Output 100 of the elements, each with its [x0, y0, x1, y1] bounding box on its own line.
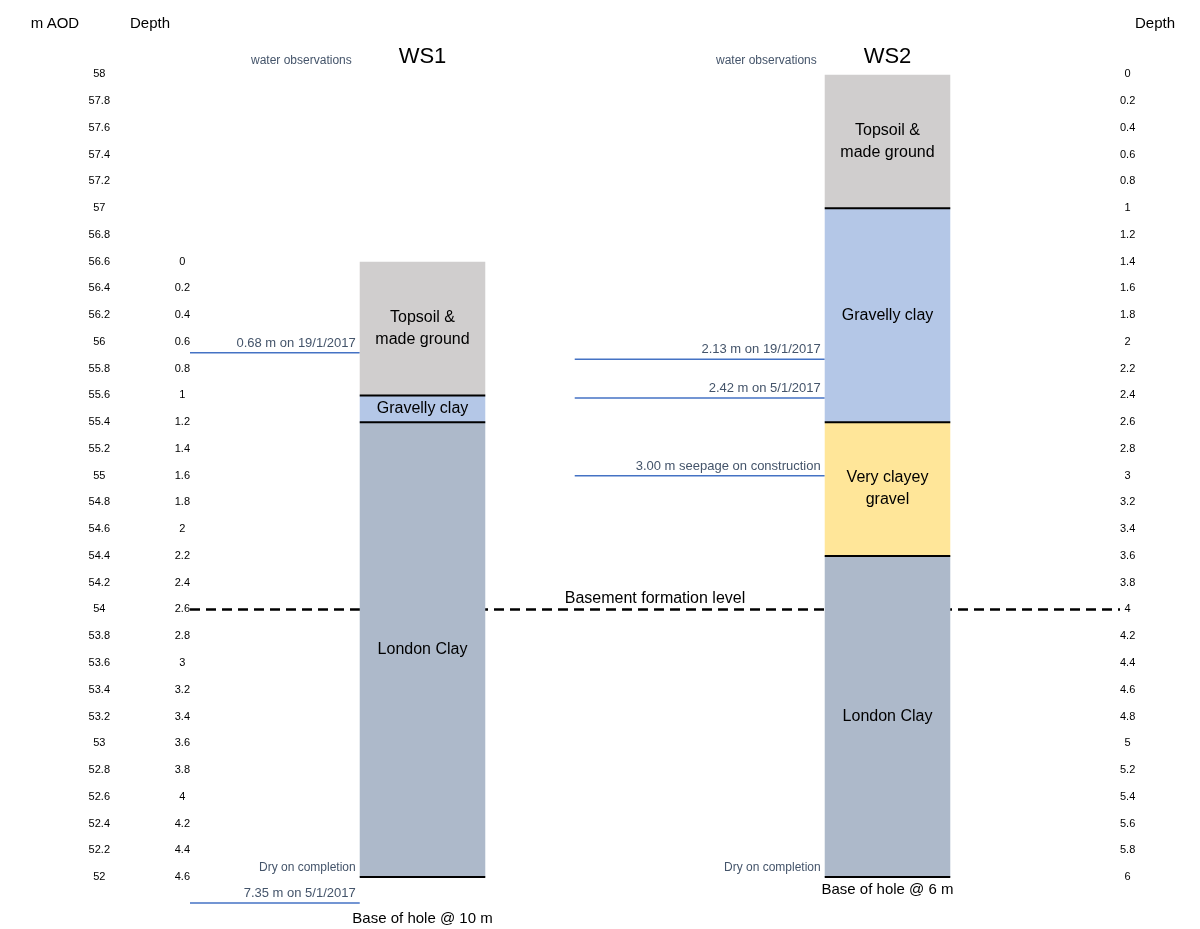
y2-tick-label: 0.6	[174, 334, 190, 347]
y3-tick-label: 5	[1124, 736, 1131, 749]
y3-tick-label: 4.2	[1120, 629, 1136, 642]
y3-tick-label: 1.4	[1120, 254, 1136, 267]
y3-tick-label: 1	[1124, 201, 1131, 214]
y-tick-label: 52.4	[88, 816, 111, 829]
y3-tick-label: 2.2	[1120, 361, 1136, 374]
y3-tick-label: 0	[1124, 67, 1131, 80]
y3-tick-label: 2.4	[1120, 388, 1136, 401]
y2-tick-label: 0.4	[174, 308, 190, 321]
annotation: Dry on completion	[724, 860, 821, 875]
y-tick-label: 58	[93, 67, 106, 80]
y3-tick-label: 1.8	[1120, 308, 1136, 321]
text: water observations	[250, 52, 352, 67]
x-tick-label: WS2	[863, 43, 912, 69]
y2-tick-label: 4	[179, 789, 186, 802]
y3-tick-label: 2	[1124, 334, 1131, 347]
y2-tick-label: 0	[179, 254, 186, 267]
series-label: Topsoil & made ground	[375, 307, 470, 347]
y-tick-label: 54	[93, 602, 106, 615]
text: water observations	[715, 52, 817, 67]
y3-tick-label: 0.8	[1120, 174, 1136, 187]
y-tick-label: 56.4	[88, 281, 111, 294]
bar	[824, 422, 951, 556]
text: London Clay	[842, 706, 933, 724]
y2-tick-label: 3.6	[174, 736, 190, 749]
bar	[824, 74, 951, 209]
ref-line-label: 3.00 m seepage on construction	[635, 457, 821, 473]
text: Base of hole @ 10 m	[352, 908, 493, 926]
y-tick-label: 52.6	[88, 789, 111, 802]
y3-tick-label: 3.2	[1120, 495, 1136, 508]
y3-tick-label: 5.2	[1120, 763, 1136, 776]
y3-tick-label: 0.2	[1120, 94, 1136, 107]
y3-tick-label: 1.2	[1120, 227, 1136, 240]
y2-tick-label: 2.4	[174, 575, 190, 588]
y2-tick-label: 1.2	[174, 415, 190, 428]
y-tick-label: 53.6	[88, 656, 111, 668]
y2-tick-label: 4.2	[174, 816, 190, 829]
y-tick-label: 53.4	[88, 682, 111, 695]
y2-tick-label: 1.6	[174, 468, 190, 481]
y3-tick-label: 4	[1124, 602, 1131, 615]
y-tick-label: 56	[93, 334, 106, 347]
y-tick-label: 56.2	[88, 308, 111, 321]
y-tick-label: 54.2	[88, 575, 111, 588]
text: Gravelly clay	[841, 305, 934, 323]
y-tick-label: 57	[93, 201, 106, 214]
y-tick-label: 54.8	[88, 495, 111, 508]
text: Topsoil & made ground	[840, 120, 935, 160]
y2-tick-label: 3.4	[174, 709, 190, 722]
y-tick-label: 55.4	[88, 415, 111, 428]
x-tick-label: WS1	[398, 43, 447, 69]
y2-tick-label: 4.4	[174, 843, 190, 856]
y3-tick-label: 5.4	[1120, 789, 1136, 802]
y-tick-label: 52	[93, 870, 106, 883]
y-tick-label: 55.2	[88, 441, 111, 454]
y-tick-label: 55	[93, 468, 106, 481]
y3-tick-label: 3	[1124, 468, 1131, 481]
y3-tick-label: 0.6	[1120, 147, 1136, 160]
y3-tick-label: 5.8	[1120, 843, 1136, 856]
y-tick-label: 53.8	[88, 629, 111, 642]
y3-tick-label: 3.4	[1120, 522, 1136, 535]
y-tick-label: 52.8	[88, 763, 111, 776]
y2-tick-label: 1.4	[174, 441, 190, 454]
y3-tick-label: 3.6	[1120, 548, 1136, 561]
y-axis-title: m AOD	[30, 14, 80, 32]
y3-tick-label: 3.8	[1120, 575, 1136, 588]
y-tick-label: 56.6	[88, 254, 111, 267]
y3-tick-label: 5.6	[1120, 816, 1136, 829]
y2-tick-label: 2.2	[174, 548, 190, 561]
y2-tick-label: 0.8	[174, 361, 190, 374]
text: Base of hole @ 6 m	[821, 879, 954, 897]
y2-tick-label: 1	[179, 388, 186, 401]
y-tick-label: 55.8	[88, 361, 111, 374]
bar	[824, 555, 951, 877]
y2-tick-label: 0.2	[174, 281, 190, 294]
bar	[359, 422, 486, 877]
y2-tick-label: 2	[179, 522, 186, 535]
y-tick-label: 54.4	[88, 548, 111, 561]
y-tick-label: 57.2	[88, 174, 111, 187]
y3-tick-label: 4.8	[1120, 709, 1136, 722]
y2-tick-label: 4.6	[174, 870, 190, 883]
y2-tick-label: 3.2	[174, 682, 190, 695]
ref-line-label: 2.42 m on 5/1/2017	[708, 380, 821, 396]
y2-tick-label: 3	[179, 656, 186, 668]
series-label: Very clayey gravel	[846, 468, 929, 508]
y3-tick-label: 2.6	[1120, 415, 1136, 428]
y3-tick-label: 4.6	[1120, 682, 1136, 695]
y2-tick-label: 2.8	[174, 629, 190, 642]
y-tick-label: 56.8	[88, 227, 111, 240]
y2-tick-label: 2.6	[174, 602, 190, 615]
ref-line-label: 0.68 m on 19/1/2017	[236, 334, 356, 350]
y3-tick-label: 2.8	[1120, 441, 1136, 454]
series-label: London Clay	[377, 640, 468, 657]
bar	[359, 261, 486, 396]
annotation: Dry on completion	[259, 860, 356, 875]
text: 7.35 m on 5/1/2017	[243, 885, 356, 901]
y-tick-label: 57.8	[88, 94, 111, 107]
y-tick-label: 54.6	[88, 522, 111, 535]
y2-tick-label: 1.8	[174, 495, 190, 508]
y-tick-label: 53.2	[88, 709, 111, 722]
